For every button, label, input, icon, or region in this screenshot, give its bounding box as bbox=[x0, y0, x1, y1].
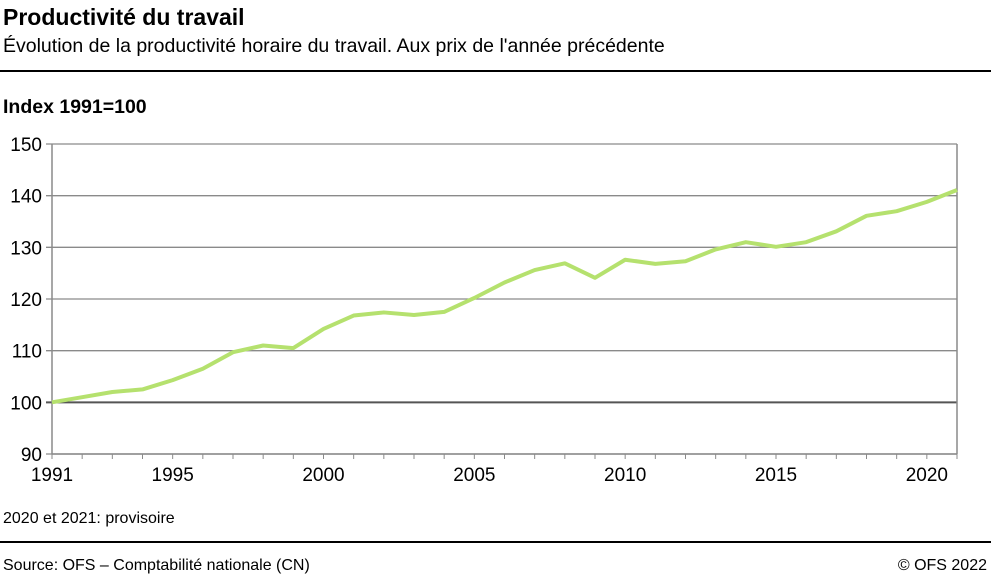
x-tick-label: 2015 bbox=[755, 465, 797, 486]
divider bbox=[0, 70, 991, 72]
x-tick-label: 2010 bbox=[604, 465, 646, 486]
x-tick-label: 2000 bbox=[302, 465, 344, 486]
y-tick-label: 110 bbox=[12, 342, 42, 363]
chart-subtitle: Évolution de la productivité horaire du … bbox=[3, 35, 665, 57]
y-axis-label: Index 1991=100 bbox=[3, 96, 147, 118]
source: Source: OFS – Comptabilité nationale (CN… bbox=[3, 557, 310, 574]
y-tick-label: 130 bbox=[10, 238, 42, 259]
copyright: © OFS 2022 bbox=[897, 557, 987, 574]
x-tick-label: 2005 bbox=[453, 465, 495, 486]
y-tick-label: 140 bbox=[10, 187, 42, 208]
chart-title: Productivité du travail bbox=[3, 4, 245, 30]
y-tick-label: 90 bbox=[21, 445, 42, 466]
y-tick-label: 120 bbox=[10, 290, 42, 311]
x-tick-label: 1995 bbox=[152, 465, 194, 486]
line-chart: 90 100 110 120 130 140 150 1991 1995 2000 2005 2010… bbox=[10, 135, 958, 486]
y-tick-label: 100 bbox=[10, 393, 42, 414]
x-tick-label: 2020 bbox=[906, 465, 948, 486]
footnote: 2020 et 2021: provisoire bbox=[3, 510, 175, 527]
y-tick-label: 150 bbox=[10, 135, 42, 156]
series-line bbox=[51, 188, 958, 405]
x-tick-label: 1991 bbox=[31, 465, 73, 486]
divider bbox=[0, 541, 991, 543]
